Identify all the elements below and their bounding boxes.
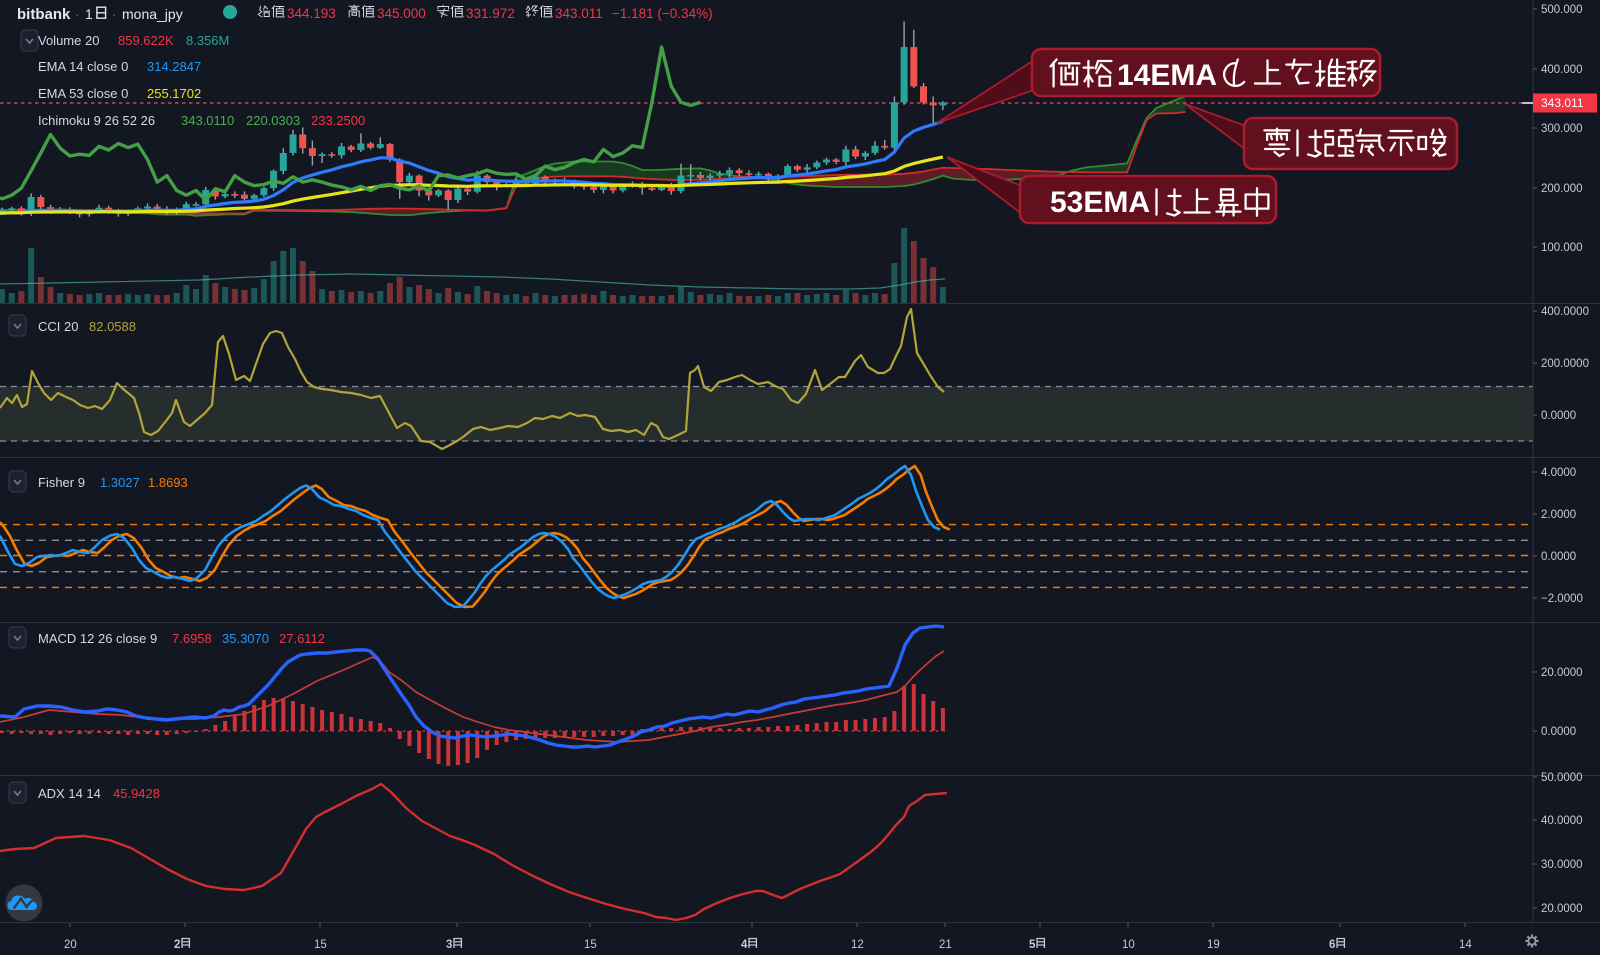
svg-text:200.0000: 200.0000 — [1541, 358, 1589, 370]
svg-text:19: 19 — [1207, 939, 1220, 951]
svg-text:5: 5 — [1029, 939, 1036, 951]
svg-text:82.0588: 82.0588 — [89, 319, 136, 334]
svg-text:345.000: 345.000 — [377, 6, 426, 21]
svg-text:20.0000: 20.0000 — [1541, 667, 1583, 679]
svg-text:·: · — [75, 7, 79, 22]
svg-text:343.011: 343.011 — [1541, 96, 1584, 110]
svg-text:255.1702: 255.1702 — [147, 86, 201, 101]
svg-text:40.0000: 40.0000 — [1541, 815, 1583, 827]
svg-text:Ichimoku 9 26 52 26: Ichimoku 9 26 52 26 — [38, 113, 155, 128]
svg-text:300.000: 300.000 — [1541, 123, 1583, 135]
svg-text:12: 12 — [851, 939, 864, 951]
svg-text:EMA 53 close 0: EMA 53 close 0 — [38, 86, 128, 101]
svg-text:EMA 14 close 0: EMA 14 close 0 — [38, 59, 128, 74]
svg-text:4: 4 — [741, 939, 748, 951]
svg-text:0.0000: 0.0000 — [1541, 551, 1576, 563]
svg-text:30.0000: 30.0000 — [1541, 859, 1583, 871]
svg-text:10: 10 — [1122, 939, 1135, 951]
svg-text:400.000: 400.000 — [1541, 64, 1583, 76]
svg-text:2: 2 — [174, 939, 180, 951]
svg-text:220.0303: 220.0303 — [246, 113, 300, 128]
svg-text:344.193: 344.193 — [287, 6, 336, 21]
svg-text:0.0000: 0.0000 — [1541, 726, 1576, 738]
svg-text:50.0000: 50.0000 — [1541, 772, 1583, 784]
svg-text:343.011: 343.011 — [555, 6, 603, 21]
svg-text:7.6958: 7.6958 — [172, 631, 212, 646]
svg-text:bitbank: bitbank — [17, 6, 71, 23]
svg-text:200.000: 200.000 — [1541, 183, 1583, 195]
svg-text:500.000: 500.000 — [1541, 4, 1583, 16]
svg-text:14EMA: 14EMA — [1117, 59, 1217, 92]
svg-text:1.8693: 1.8693 — [148, 475, 188, 490]
svg-text:−1.181 (−0.34%): −1.181 (−0.34%) — [612, 6, 713, 21]
svg-text:4.0000: 4.0000 — [1541, 467, 1576, 479]
svg-text:233.2500: 233.2500 — [311, 113, 365, 128]
svg-text:400.0000: 400.0000 — [1541, 306, 1589, 318]
svg-text:21: 21 — [939, 939, 952, 951]
svg-text:·: · — [112, 7, 116, 22]
svg-text:27.6112: 27.6112 — [279, 631, 325, 646]
svg-text:2.0000: 2.0000 — [1541, 509, 1576, 521]
svg-text:314.2847: 314.2847 — [147, 59, 201, 74]
svg-text:35.3070: 35.3070 — [222, 631, 269, 646]
svg-text:Fisher 9: Fisher 9 — [38, 475, 85, 490]
svg-text:−2.0000: −2.0000 — [1541, 593, 1583, 605]
svg-text:331.972: 331.972 — [466, 6, 515, 21]
svg-text:0.0000: 0.0000 — [1541, 410, 1576, 422]
svg-text:15: 15 — [584, 939, 597, 951]
svg-text:100.000: 100.000 — [1541, 242, 1583, 254]
svg-text:1: 1 — [85, 6, 93, 22]
svg-text:20: 20 — [64, 939, 77, 951]
svg-text:MACD 12 26 close 9: MACD 12 26 close 9 — [38, 631, 157, 646]
svg-text:20.0000: 20.0000 — [1541, 903, 1583, 915]
svg-text:3: 3 — [446, 939, 452, 951]
svg-text:Volume 20: Volume 20 — [38, 33, 99, 48]
svg-text:343.0110: 343.0110 — [181, 113, 234, 128]
svg-text:859.622K: 859.622K — [118, 33, 174, 48]
svg-text:14: 14 — [1459, 939, 1472, 951]
svg-text:CCI 20: CCI 20 — [38, 319, 78, 334]
svg-text:6: 6 — [1329, 939, 1335, 951]
svg-text:mona_jpy: mona_jpy — [122, 6, 183, 22]
svg-text:8.356M: 8.356M — [186, 33, 229, 48]
svg-text:1.3027: 1.3027 — [100, 475, 140, 490]
svg-text:ADX 14 14: ADX 14 14 — [38, 786, 101, 801]
svg-text:45.9428: 45.9428 — [113, 786, 160, 801]
svg-text:53EMA: 53EMA — [1050, 186, 1150, 219]
svg-text:15: 15 — [314, 939, 327, 951]
